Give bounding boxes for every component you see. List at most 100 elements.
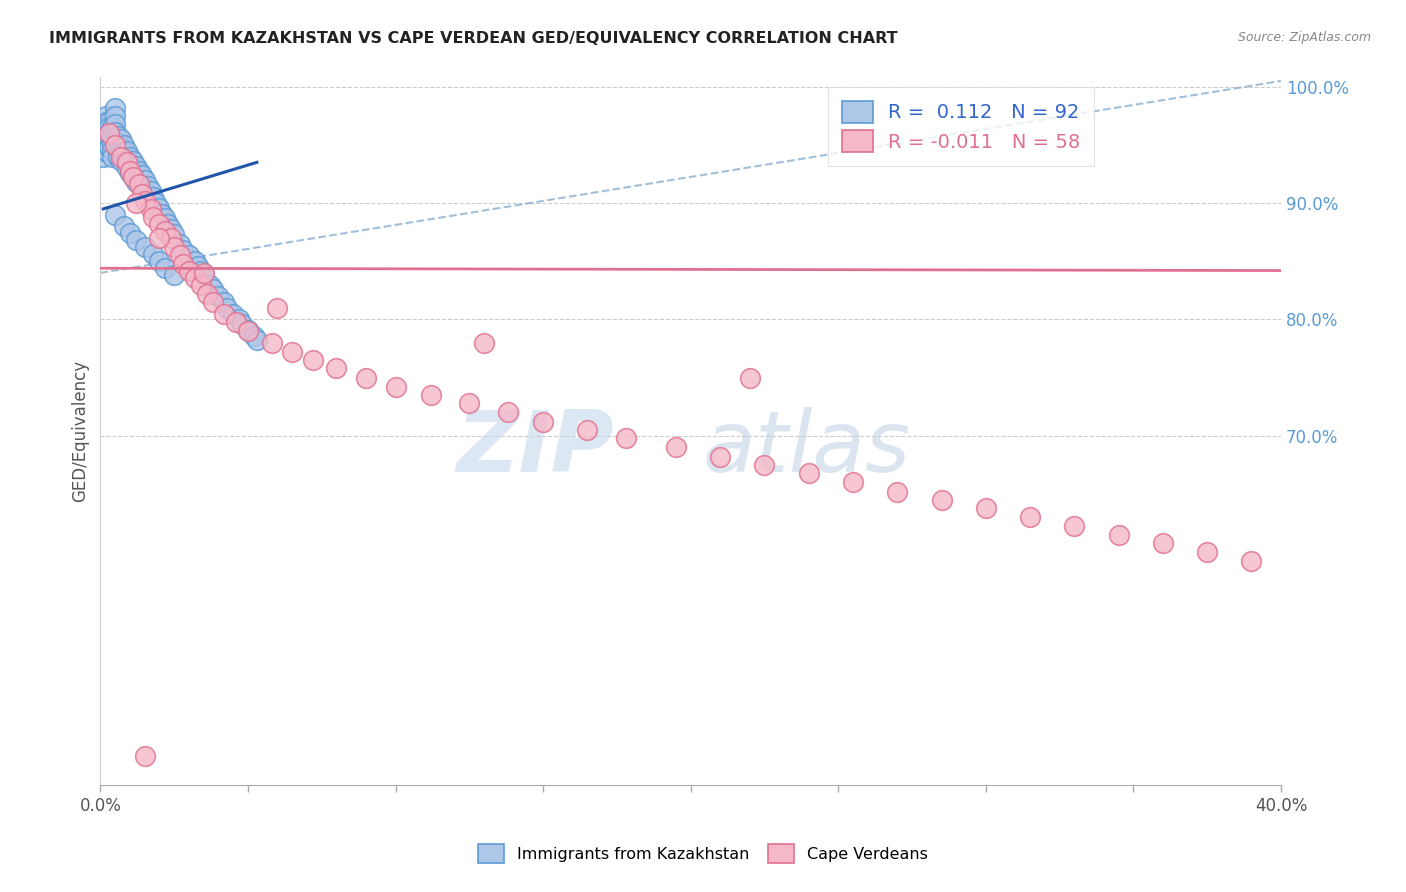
Point [157, 217, 180, 231]
Point [169, 248, 191, 262]
Point [136, 178, 159, 193]
Point [142, 210, 165, 224]
Point [142, 247, 165, 261]
Text: IMMIGRANTS FROM KAZAKHSTAN VS CAPE VERDEAN GED/EQUIVALENCY CORRELATION CHART: IMMIGRANTS FROM KAZAKHSTAN VS CAPE VERDE… [49, 31, 898, 46]
Point [1197, 545, 1219, 559]
Point [118, 156, 141, 170]
Point [325, 361, 347, 376]
Point [974, 500, 997, 515]
Point [1019, 510, 1042, 524]
Point [236, 323, 259, 337]
Point [125, 196, 148, 211]
Y-axis label: GED/Equivalency: GED/Equivalency [72, 360, 89, 502]
Point [131, 168, 153, 182]
Point [231, 317, 253, 331]
Point [177, 263, 200, 277]
Point [193, 266, 215, 280]
Point [96, 137, 118, 152]
Point [198, 277, 221, 292]
Point [148, 254, 170, 268]
Point [131, 178, 153, 192]
Point [148, 231, 170, 245]
Point [177, 248, 200, 262]
Point [115, 161, 138, 176]
Point [136, 186, 159, 201]
Point [112, 137, 135, 152]
Point [125, 175, 148, 189]
Text: Source: ZipAtlas.com: Source: ZipAtlas.com [1237, 31, 1371, 45]
Point [104, 208, 127, 222]
Point [128, 173, 150, 187]
Point [236, 324, 259, 338]
Point [281, 345, 304, 359]
Point [115, 155, 138, 169]
Point [195, 286, 218, 301]
Point [1152, 535, 1174, 549]
Point [225, 315, 247, 329]
Point [131, 186, 153, 201]
Point [96, 114, 118, 128]
Point [145, 196, 167, 211]
Point [193, 268, 215, 283]
Text: atlas: atlas [703, 408, 911, 491]
Point [107, 136, 129, 150]
Point [107, 128, 129, 143]
Point [134, 194, 156, 208]
Point [169, 236, 191, 251]
Point [91, 126, 114, 140]
Point [118, 163, 141, 178]
Point [121, 170, 143, 185]
Point [134, 182, 156, 196]
Point [121, 161, 143, 176]
Point [148, 201, 170, 215]
Point [246, 334, 269, 348]
Point [91, 150, 114, 164]
Point [125, 233, 148, 247]
Point [110, 154, 132, 169]
Legend: Immigrants from Kazakhstan, Cape Verdeans: Immigrants from Kazakhstan, Cape Verdean… [471, 836, 935, 871]
Point [101, 150, 124, 164]
Point [531, 415, 554, 429]
Point [115, 144, 138, 158]
Point [842, 475, 865, 490]
Point [112, 152, 135, 166]
Point [98, 114, 121, 128]
Point [665, 441, 688, 455]
Point [172, 243, 194, 257]
Point [214, 307, 236, 321]
Point [104, 101, 127, 115]
Point [101, 143, 124, 157]
Point [797, 466, 820, 480]
Point [458, 396, 481, 410]
Point [709, 450, 731, 464]
Point [118, 227, 141, 241]
Point [738, 370, 761, 384]
Point [139, 185, 162, 199]
Point [266, 301, 288, 315]
Point [128, 163, 150, 178]
Point [155, 211, 177, 226]
Point [302, 353, 325, 368]
Point [91, 132, 114, 146]
Point [134, 173, 156, 187]
Point [121, 170, 143, 185]
Point [163, 227, 186, 242]
Point [472, 335, 495, 350]
Point [125, 159, 148, 173]
Point [104, 125, 127, 139]
Point [754, 458, 776, 472]
Point [419, 388, 441, 402]
Legend: R =  0.112   N = 92, R = -0.011   N = 58: R = 0.112 N = 92, R = -0.011 N = 58 [828, 87, 1094, 166]
Point [104, 137, 127, 152]
Point [107, 150, 129, 164]
Point [576, 423, 599, 437]
Point [142, 190, 165, 204]
Point [110, 147, 132, 161]
Point [243, 328, 266, 343]
Point [217, 301, 239, 315]
Point [110, 132, 132, 146]
Point [150, 206, 173, 220]
Point [184, 270, 207, 285]
Point [118, 150, 141, 164]
Point [134, 240, 156, 254]
